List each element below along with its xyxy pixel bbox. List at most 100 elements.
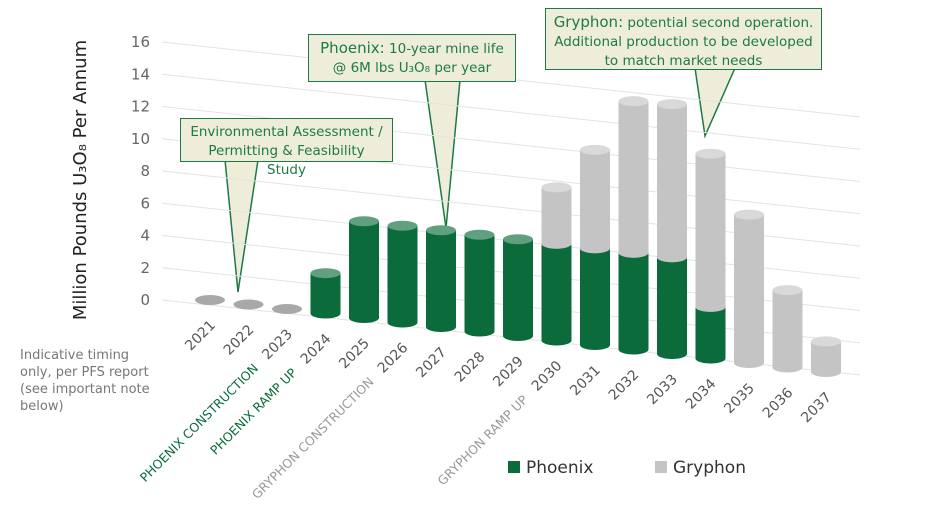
- bar: [772, 285, 803, 373]
- bar: [503, 234, 533, 341]
- x-tick-label: 2032: [606, 367, 643, 404]
- bar-top: [387, 220, 418, 231]
- bar-body: [387, 225, 418, 328]
- bar-top: [310, 268, 341, 279]
- callout-title: Phoenix:: [320, 39, 385, 57]
- callout: Gryphon: potential second operation. Add…: [545, 8, 822, 70]
- bar-body: [811, 341, 841, 377]
- legend-swatch: [508, 461, 520, 473]
- bar-top: [426, 225, 456, 236]
- x-tick-label-group: GRYPHON CONSTRUCTION 2026: [249, 340, 412, 503]
- callout-title: Gryphon:: [553, 13, 624, 31]
- y-tick-label: 8: [140, 162, 150, 180]
- bar: [618, 96, 649, 258]
- x-tick-label: 2030: [529, 358, 566, 395]
- callout-pointer: [694, 67, 737, 139]
- bar-body: [618, 252, 649, 355]
- bar: [811, 336, 841, 377]
- bar: [387, 220, 418, 328]
- x-tick-label: 2034: [683, 376, 720, 413]
- bar-top: [811, 336, 841, 347]
- x-tick-label: 2023: [259, 327, 296, 364]
- x-tick-label-group: 2029: [490, 354, 527, 391]
- y-tick-label: 6: [140, 194, 150, 212]
- bar-body: [541, 187, 572, 249]
- bar: [618, 247, 649, 355]
- x-tick-label: 2037: [798, 390, 835, 427]
- bar-top: [657, 99, 687, 110]
- bar-body: [580, 248, 610, 350]
- x-tick-label-group: 2032: [606, 367, 643, 404]
- bar-top: [464, 229, 495, 240]
- bar: [541, 182, 572, 249]
- bar: [695, 148, 726, 312]
- bar-top: [695, 148, 726, 159]
- y-tick-label: 0: [140, 291, 150, 309]
- x-tick-label-group: 2035: [721, 381, 758, 418]
- bar-top: [349, 216, 379, 227]
- callout-pointer: [424, 79, 461, 229]
- x-tick-label-group: 2022: [221, 322, 258, 359]
- x-tick-label: 2027: [413, 345, 450, 382]
- empty-disc: [195, 295, 225, 305]
- bar-top: [541, 182, 572, 193]
- bar: [426, 225, 456, 332]
- x-tick-label: 2035: [721, 381, 758, 418]
- x-tick-label-group: PHOENIX CONSTRUCTION 2023: [137, 327, 296, 486]
- bar-body: [695, 306, 726, 364]
- bar-body: [580, 149, 610, 254]
- x-tick-label: 2033: [644, 372, 681, 409]
- x-tick-label: 2028: [452, 349, 489, 386]
- bar-top: [618, 96, 649, 107]
- bar: [580, 243, 610, 350]
- bar: [580, 144, 610, 254]
- bar-body: [503, 239, 533, 341]
- x-tick-label: 2021: [182, 318, 219, 355]
- bar-body: [734, 214, 764, 368]
- x-tick-label-group: 2025: [336, 336, 373, 373]
- bar-body: [772, 290, 803, 373]
- x-tick-label-group: 2028: [452, 349, 489, 386]
- x-tick-label-group: 2021: [182, 318, 219, 355]
- x-tick-label-group: 2033: [644, 372, 681, 409]
- x-tick-label-group: 2037: [798, 390, 835, 427]
- bar-top: [503, 234, 533, 245]
- bar-body: [426, 230, 456, 332]
- bar: [541, 238, 572, 346]
- y-tick-label: 4: [140, 227, 150, 245]
- note: Indicative timing only, per PFS report (…: [20, 348, 150, 414]
- x-tick-label-group: 2031: [567, 363, 604, 400]
- y-axis-label: Million Pounds U₃O₈ Per Annum: [70, 40, 91, 320]
- bar-body: [657, 104, 687, 263]
- x-tick-label: 2036: [760, 385, 797, 422]
- x-tick-label: 2025: [336, 336, 373, 373]
- bar-body: [618, 101, 649, 258]
- y-tick-label: 14: [131, 65, 150, 83]
- callout-text: 10-year mine life @ 6M lbs U₃O₈ per year: [332, 41, 504, 76]
- bar: [734, 209, 764, 368]
- bar: [657, 99, 687, 263]
- callout-text: potential second operation. Additional p…: [554, 15, 814, 69]
- x-tick-label-group: 2034: [683, 376, 720, 413]
- y-tick-label: 12: [131, 98, 150, 116]
- x-tick-label: 2024: [298, 331, 335, 368]
- bar: [657, 252, 687, 359]
- empty-disc: [233, 299, 264, 310]
- bar: [464, 229, 495, 337]
- legend-swatch: [655, 461, 667, 473]
- grid-line: [161, 73, 861, 150]
- bar: [310, 268, 341, 319]
- bar-body: [464, 234, 495, 337]
- x-tick-label: 2029: [490, 354, 527, 391]
- bar-top: [734, 209, 764, 220]
- bar-body: [349, 221, 379, 323]
- bar-body: [310, 273, 341, 319]
- bar-body: [695, 153, 726, 312]
- x-tick-label-group: 2027: [413, 345, 450, 382]
- y-tick-label: 2: [140, 259, 150, 277]
- callout: Phoenix: 10-year mine life @ 6M lbs U₃O₈…: [308, 34, 516, 82]
- bar-body: [657, 257, 687, 359]
- legend-label: Phoenix: [526, 458, 593, 478]
